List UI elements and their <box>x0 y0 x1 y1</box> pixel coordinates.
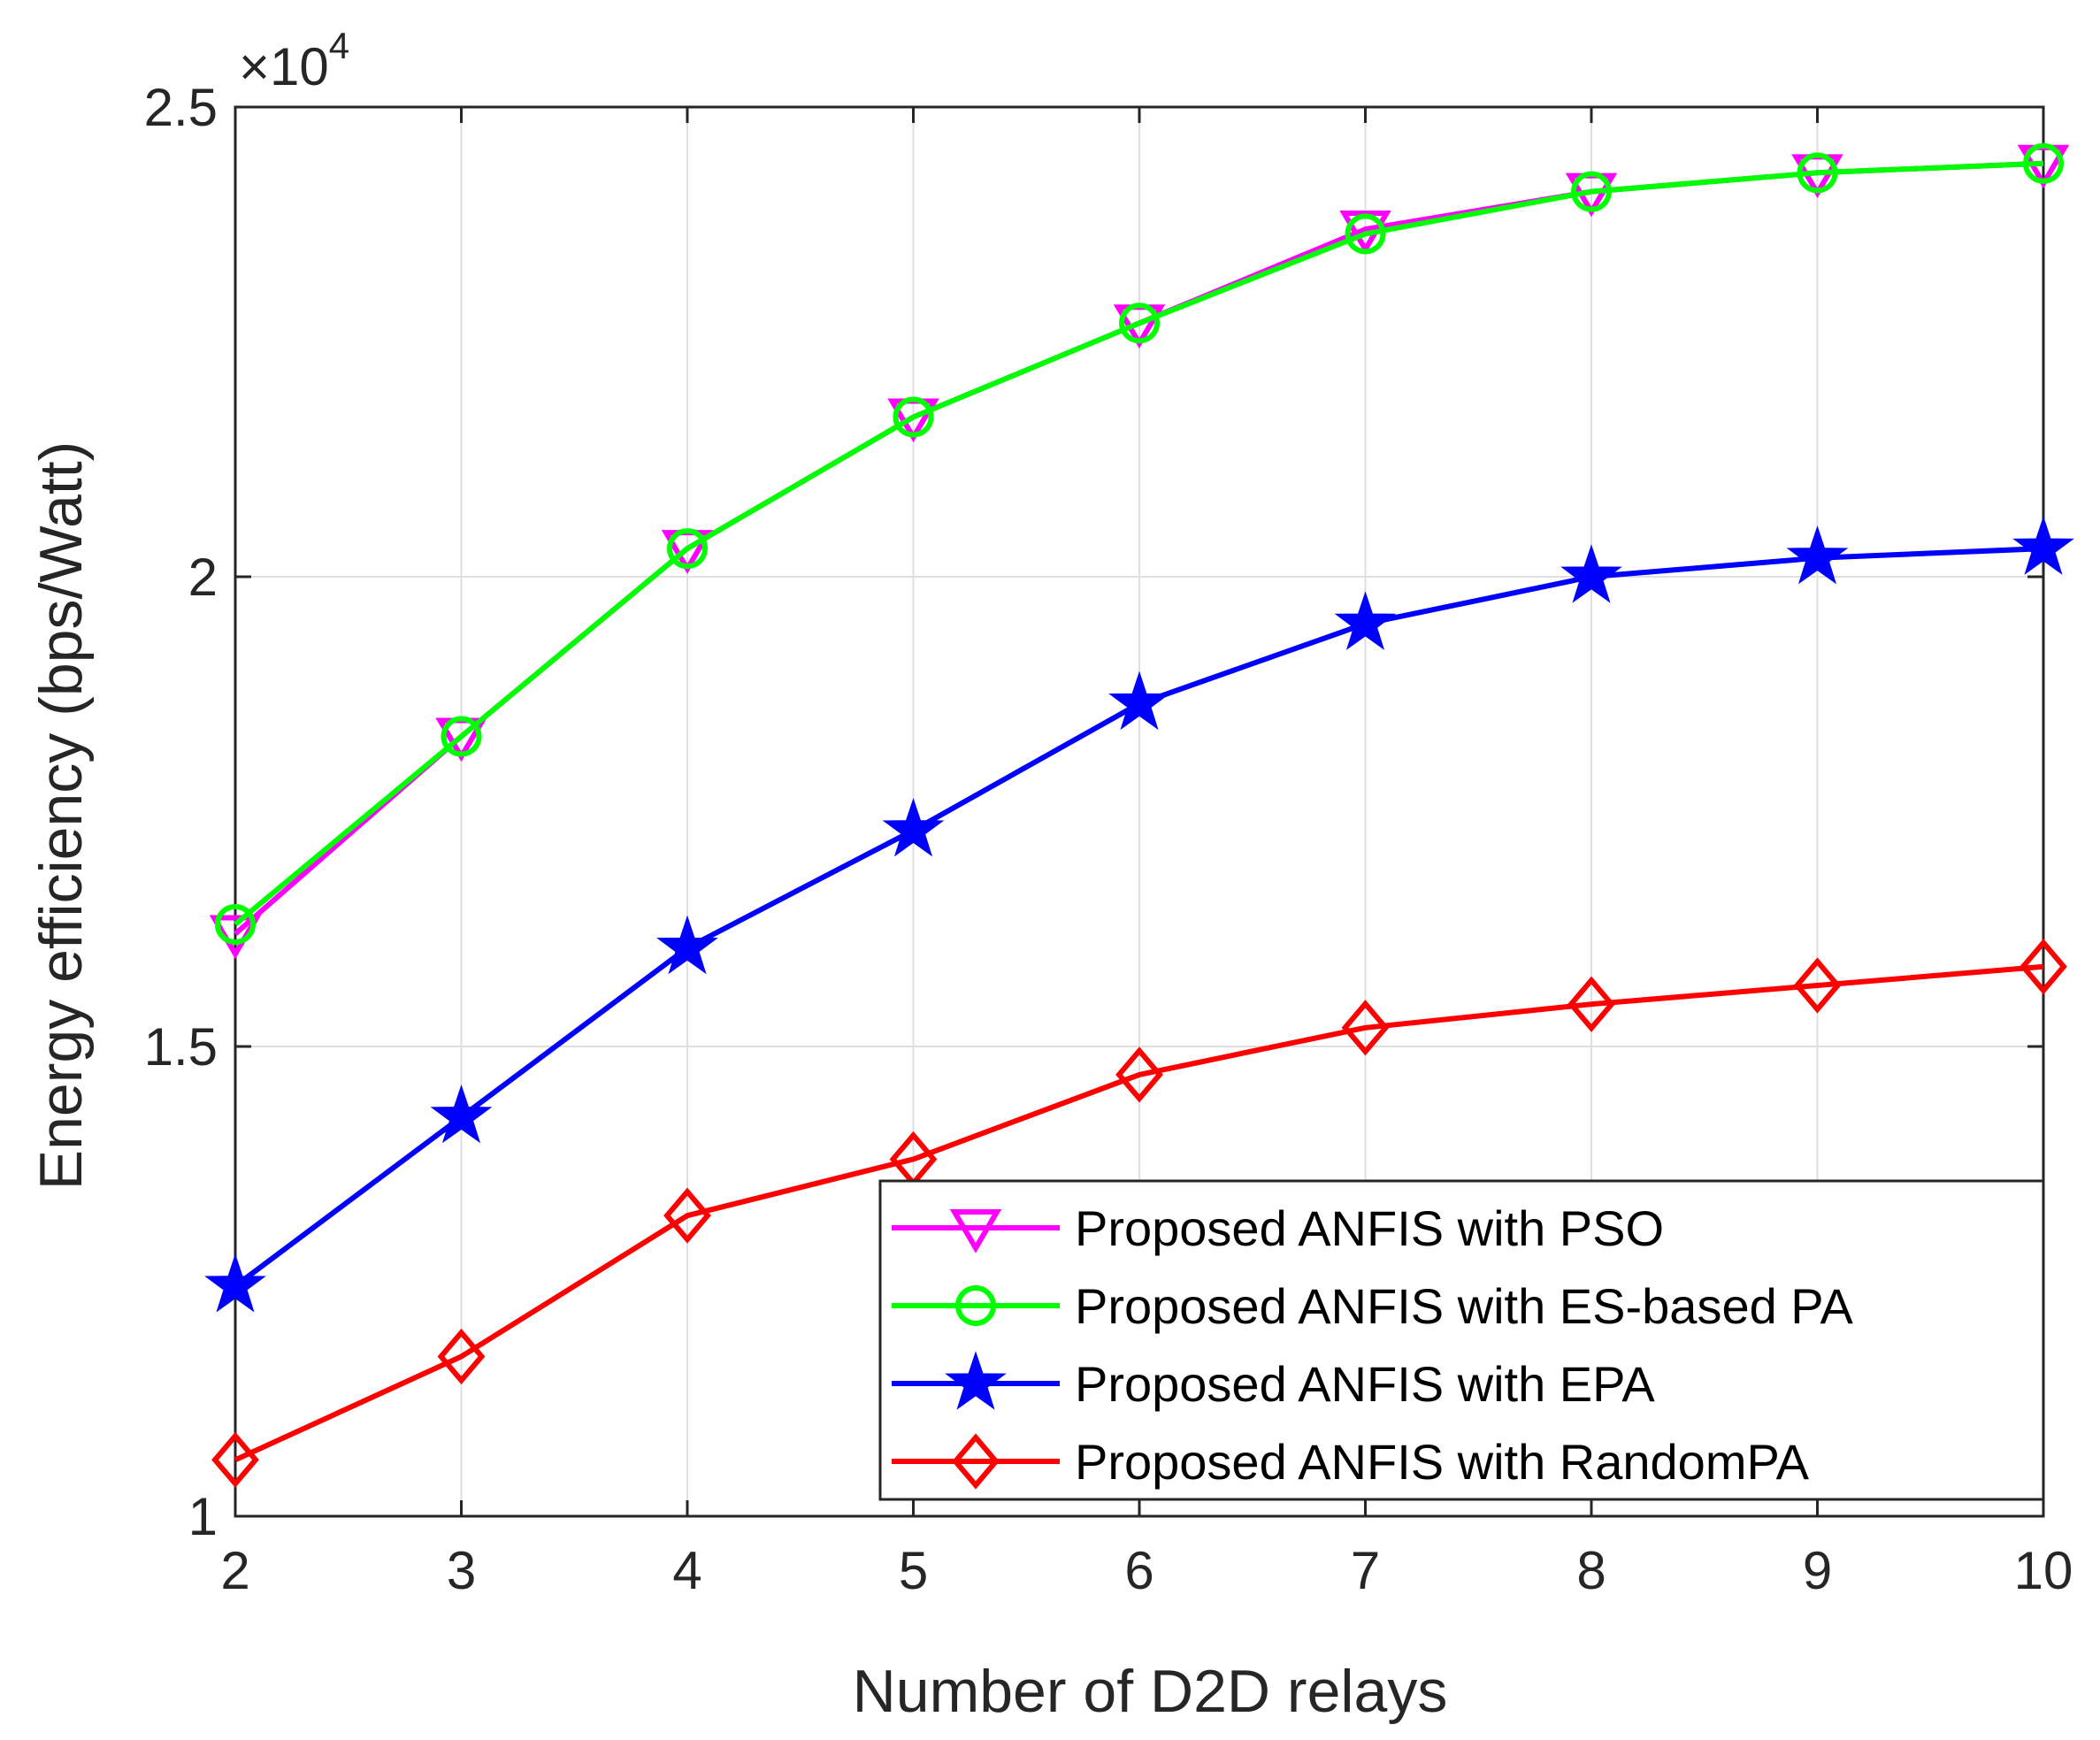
data-point <box>1334 591 1397 650</box>
legend-entry: Proposed ANFIS with EPA <box>892 1351 1655 1412</box>
series-2 <box>215 142 2064 945</box>
data-point <box>2020 939 2067 995</box>
data-point <box>667 528 708 570</box>
data-point <box>1571 171 1612 212</box>
data-point <box>882 797 945 857</box>
data-point <box>1115 1046 1163 1103</box>
data-point <box>204 1253 266 1313</box>
x-tick-label: 9 <box>1803 1541 1832 1600</box>
data-point <box>663 1187 711 1244</box>
series-3 <box>204 516 2074 1313</box>
axes: 2 3 4 5 6 7 8 9 10 1 1.5 2 2.5 <box>144 78 2073 1600</box>
x-tick-label: 7 <box>1351 1541 1380 1600</box>
y-tick-label: 1 <box>188 1487 218 1546</box>
legend-box <box>878 1179 2045 1501</box>
legend-entry: Proposed ANFIS with RandomPA <box>892 1433 1810 1490</box>
data-point <box>1345 213 1386 255</box>
labels: Number of D2D relays Energy efficiency (… <box>27 25 1447 1725</box>
data-point <box>215 903 256 945</box>
data-point <box>1567 976 1615 1032</box>
x-axis-label: Number of D2D relays <box>853 1658 1448 1725</box>
data-point <box>2023 142 2064 184</box>
data-point <box>1560 544 1622 603</box>
series-line <box>234 160 2044 927</box>
data-point <box>1786 525 1849 585</box>
legend-label: Proposed ANFIS with PSO <box>1075 1200 1664 1256</box>
data-point <box>211 1431 259 1488</box>
legend-label: Proposed ANFIS with EPA <box>1075 1356 1655 1412</box>
legend-swatch-marker <box>952 1433 1000 1490</box>
x-tick-label: 10 <box>2014 1541 2073 1600</box>
x-tick-label: 3 <box>447 1541 476 1600</box>
x-tick-label: 8 <box>1576 1541 1606 1600</box>
x-tick-label: 2 <box>220 1541 249 1600</box>
legend-entry: Proposed ANFIS with PSO <box>892 1200 1664 1256</box>
data-point <box>1108 671 1170 731</box>
data-point <box>1793 957 1842 1014</box>
series-group <box>204 142 2074 1488</box>
plot-frame <box>234 105 2045 1518</box>
data-point <box>430 1084 493 1144</box>
legend: Proposed ANFIS with PSO Proposed ANFIS wi… <box>878 1179 2045 1501</box>
data-point <box>2012 516 2074 575</box>
legend-label: Proposed ANFIS with ES-based PA <box>1075 1278 1853 1334</box>
legend-entry: Proposed ANFIS with ES-based PA <box>892 1278 1853 1334</box>
y-axis-label: Energy efficiency (bps/Watt) <box>27 441 95 1191</box>
y-tick-label: 2 <box>188 548 218 607</box>
legend-label: Proposed ANFIS with RandomPA <box>1075 1434 1810 1490</box>
data-point <box>656 915 718 975</box>
series-4 <box>211 939 2067 1488</box>
y-exponent-label: ×104 <box>239 25 349 96</box>
x-tick-label: 5 <box>899 1541 928 1600</box>
data-point <box>441 716 482 757</box>
series-line <box>234 963 2044 1463</box>
legend-swatch-marker <box>949 1209 1002 1253</box>
y-tick-label: 2.5 <box>144 78 218 137</box>
x-tick-label: 6 <box>1124 1541 1153 1600</box>
y-tick-label: 1.5 <box>144 1017 218 1077</box>
data-point <box>1797 152 1838 194</box>
y-exponent-base: ×10 <box>239 37 329 96</box>
data-point <box>1341 1000 1390 1056</box>
data-point <box>437 1328 486 1385</box>
data-point <box>893 396 934 438</box>
legend-swatch-marker <box>955 1285 996 1326</box>
y-exponent-power: 4 <box>329 25 349 66</box>
legend-swatch-marker <box>945 1351 1007 1410</box>
data-point <box>1119 303 1160 344</box>
x-tick-label: 4 <box>672 1541 701 1600</box>
